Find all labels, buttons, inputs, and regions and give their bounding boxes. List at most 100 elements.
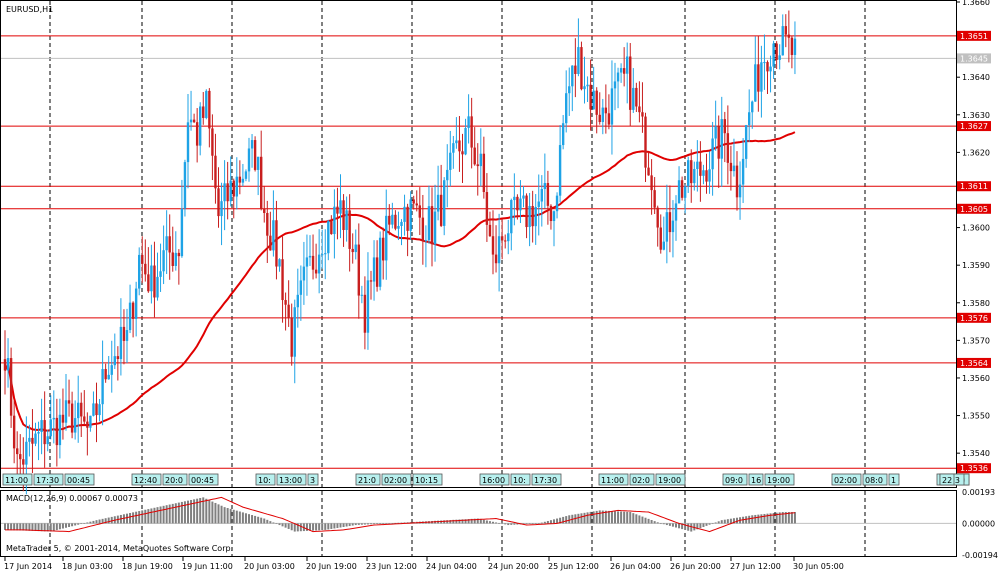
candle-body[interactable]	[418, 205, 421, 218]
candle-body[interactable]	[317, 254, 321, 274]
candle-body[interactable]	[9, 358, 13, 416]
candle-body[interactable]	[366, 280, 370, 333]
candle-body[interactable]	[519, 198, 522, 211]
candle-body[interactable]	[52, 417, 55, 420]
candle-body[interactable]	[208, 90, 211, 129]
candle-body[interactable]	[436, 194, 440, 212]
candle-body[interactable]	[735, 165, 739, 198]
candle-body[interactable]	[790, 37, 794, 55]
candle-body[interactable]	[116, 356, 120, 360]
candle-body[interactable]	[37, 431, 40, 434]
candle-body[interactable]	[235, 176, 238, 197]
candle-body[interactable]	[577, 47, 580, 75]
candle-body[interactable]	[467, 116, 470, 129]
candle-body[interactable]	[583, 86, 586, 90]
candle-body[interactable]	[372, 257, 376, 282]
candle-body[interactable]	[55, 417, 59, 446]
candle-body[interactable]	[476, 164, 479, 167]
candle-body[interactable]	[650, 175, 653, 191]
candle-body[interactable]	[452, 143, 455, 153]
candle-body[interactable]	[690, 160, 693, 184]
time-tag[interactable]	[162, 473, 188, 486]
time-tag[interactable]	[722, 473, 748, 486]
candle-body[interactable]	[674, 203, 678, 221]
candle-body[interactable]	[134, 288, 138, 319]
candle-body[interactable]	[537, 201, 540, 208]
candle-body[interactable]	[525, 195, 528, 228]
candle-body[interactable]	[327, 221, 330, 254]
candle-body[interactable]	[260, 156, 263, 210]
candle-body[interactable]	[763, 62, 766, 64]
candle-body[interactable]	[269, 235, 272, 251]
candle-body[interactable]	[720, 119, 723, 159]
candle-body[interactable]	[406, 206, 409, 231]
candle-body[interactable]	[516, 196, 519, 211]
candle-body[interactable]	[86, 421, 89, 428]
candle-body[interactable]	[449, 152, 452, 170]
candle-body[interactable]	[348, 210, 351, 249]
candle-body[interactable]	[787, 34, 791, 38]
candle-body[interactable]	[189, 119, 193, 123]
candle-body[interactable]	[540, 189, 543, 202]
candle-body[interactable]	[61, 414, 65, 423]
candle-body[interactable]	[619, 68, 623, 73]
candle-body[interactable]	[677, 180, 681, 204]
candle-body[interactable]	[70, 403, 74, 433]
candle-body[interactable]	[363, 294, 367, 333]
candle-body[interactable]	[769, 66, 772, 72]
level-price-tag[interactable]	[957, 357, 991, 368]
candle-body[interactable]	[192, 119, 196, 123]
candle-body[interactable]	[683, 186, 687, 198]
candle-body[interactable]	[534, 207, 537, 227]
candle-body[interactable]	[412, 199, 415, 204]
candle-body[interactable]	[156, 276, 159, 298]
candle-body[interactable]	[446, 169, 449, 181]
candle-body[interactable]	[772, 43, 775, 67]
time-tag[interactable]	[307, 473, 319, 486]
candle-body[interactable]	[177, 252, 181, 257]
candle-body[interactable]	[388, 215, 391, 225]
candle-body[interactable]	[122, 326, 126, 341]
candle-body[interactable]	[199, 106, 202, 146]
candle-body[interactable]	[424, 240, 428, 242]
candle-body[interactable]	[107, 374, 110, 380]
candle-body[interactable]	[287, 304, 290, 318]
candle-body[interactable]	[647, 167, 650, 176]
candle-body[interactable]	[507, 233, 510, 242]
candle-body[interactable]	[635, 87, 638, 107]
candle-body[interactable]	[3, 359, 7, 371]
time-tag[interactable]	[255, 473, 276, 486]
time-tag[interactable]	[276, 473, 307, 486]
time-tag[interactable]	[412, 473, 443, 486]
candle-body[interactable]	[671, 220, 675, 233]
candle-body[interactable]	[110, 365, 113, 375]
candle-body[interactable]	[354, 244, 357, 253]
candle-body[interactable]	[403, 206, 406, 222]
time-tag[interactable]	[655, 473, 686, 486]
time-tag[interactable]	[479, 473, 510, 486]
candle-body[interactable]	[314, 269, 318, 274]
candle-body[interactable]	[202, 106, 205, 118]
candle-body[interactable]	[775, 43, 778, 60]
candle-body[interactable]	[793, 38, 797, 55]
candle-body[interactable]	[385, 215, 388, 261]
candle-body[interactable]	[241, 178, 245, 183]
candle-body[interactable]	[92, 403, 95, 416]
time-tag[interactable]	[598, 473, 629, 486]
candle-body[interactable]	[458, 140, 461, 152]
candle-body[interactable]	[113, 356, 116, 366]
candle-body[interactable]	[31, 437, 34, 444]
macd-indicator[interactable]	[1, 496, 956, 533]
candle-body[interactable]	[214, 155, 217, 189]
candle-body[interactable]	[561, 123, 565, 146]
candle-body[interactable]	[473, 147, 476, 165]
candle-body[interactable]	[305, 257, 309, 267]
candle-body[interactable]	[461, 151, 464, 155]
candle-body[interactable]	[622, 68, 626, 74]
time-tag[interactable]	[862, 473, 888, 486]
candle-body[interactable]	[278, 259, 281, 267]
candle-body[interactable]	[25, 441, 28, 465]
horizontal-levels[interactable]	[1, 35, 956, 469]
time-tag[interactable]	[381, 473, 412, 486]
candle-body[interactable]	[138, 254, 141, 289]
